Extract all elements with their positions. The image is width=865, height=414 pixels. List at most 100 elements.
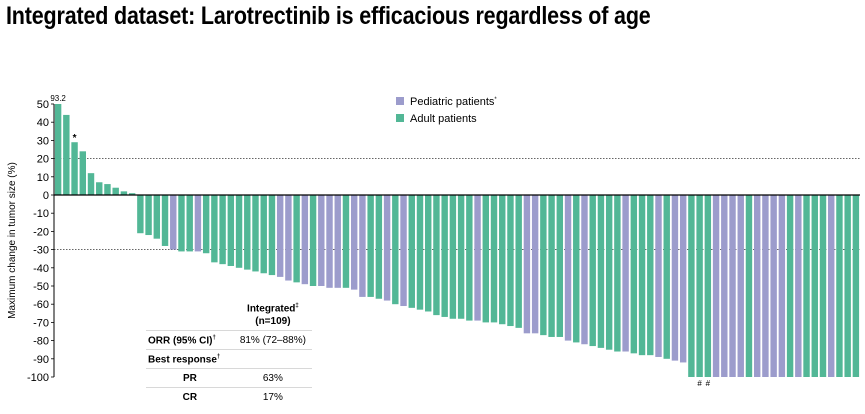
bar-59: [540, 195, 547, 336]
bar-55: [507, 195, 514, 327]
bar-6: [104, 184, 111, 195]
bar-11: [145, 195, 152, 236]
y-tick-label: -70: [33, 317, 49, 329]
y-tick-label: -90: [33, 354, 49, 366]
legend-swatch-1: [396, 114, 404, 122]
y-tick-label: -30: [33, 245, 49, 257]
bar-15: [178, 195, 185, 252]
bar-64: [581, 195, 588, 345]
orr-value: 81% (72–88%): [233, 330, 312, 350]
y-tick-label: 50: [37, 99, 49, 111]
bar-annotation: 93.2: [50, 94, 66, 103]
bar-5: [96, 182, 103, 195]
bar-69: [622, 195, 629, 352]
table-row-orr: ORR (95% CI)† 81% (72–88%): [146, 330, 312, 350]
y-tick-label: -60: [33, 299, 49, 311]
y-tick-label: -80: [33, 336, 49, 348]
y-tick-label: 40: [37, 117, 49, 129]
bar-76: [679, 195, 687, 363]
bar-40: [383, 195, 391, 301]
bar-79: [704, 195, 712, 377]
bar-1: [63, 114, 70, 195]
table-header: Integrated‡ (n=109): [234, 298, 312, 331]
table-row-pr: PR 63%: [146, 368, 312, 388]
y-tick-label: 30: [37, 135, 49, 147]
bar-24: [252, 195, 259, 272]
bar-annotation: #: [697, 379, 702, 388]
bar-70: [630, 195, 638, 354]
bar-13: [161, 195, 169, 246]
response-table: Integrated‡ (n=109) ORR (95% CI)† 81% (7…: [146, 298, 312, 407]
bar-46: [433, 195, 440, 316]
best-response-sup: †: [216, 353, 221, 360]
y-axis-label: Maximum change in tumor size (%): [7, 162, 18, 319]
bar-86: [762, 195, 769, 377]
bar-52: [482, 195, 489, 323]
bar-82: [729, 195, 736, 377]
bar-26: [268, 195, 276, 276]
bar-80: [712, 195, 720, 377]
bar-53: [490, 195, 498, 323]
bar-92: [811, 195, 818, 377]
bar-annotation: *: [73, 133, 77, 144]
bar-45: [425, 195, 432, 312]
bar-42: [400, 195, 407, 307]
cr-value: 17%: [233, 387, 312, 407]
bar-77: [688, 195, 695, 377]
orr-label: ORR (95% CI): [148, 334, 213, 346]
bar-48: [449, 195, 457, 319]
bar-33: [326, 195, 333, 288]
bar-2: [71, 142, 78, 195]
table-row-cr: CR 17%: [146, 387, 312, 407]
bar-66: [597, 195, 605, 348]
bar-84: [745, 195, 753, 377]
table-header-n: (n=109): [255, 316, 291, 328]
bar-44: [416, 195, 424, 310]
bar-88: [778, 195, 786, 377]
table-row-best-response: Best response†: [146, 349, 312, 369]
bar-62: [564, 195, 572, 341]
legend-label-0: Pediatric patients*: [410, 96, 497, 108]
pr-value: 63%: [233, 368, 312, 388]
bar-37: [359, 195, 366, 297]
bar-21: [227, 195, 235, 266]
bar-41: [392, 195, 399, 305]
bar-10: [137, 195, 144, 234]
bar-60: [548, 195, 555, 337]
y-tick-label: -100: [27, 372, 49, 384]
legend-swatch-0: [396, 97, 404, 105]
bar-83: [737, 195, 744, 377]
bar-54: [499, 195, 506, 325]
bar-39: [375, 195, 383, 299]
bar-57: [523, 195, 531, 334]
bar-61: [556, 195, 564, 337]
orr-sup: †: [212, 334, 216, 341]
bar-annotation: #: [706, 379, 711, 388]
bar-87: [770, 195, 777, 377]
best-response-value: [233, 349, 312, 369]
bar-28: [285, 195, 292, 281]
bar-38: [367, 195, 374, 297]
bar-22: [235, 195, 243, 268]
bar-12: [153, 195, 161, 239]
bar-49: [457, 195, 465, 319]
page-title: Integrated dataset: Larotrectinib is eff…: [6, 2, 651, 30]
bar-31: [309, 195, 317, 286]
bar-47: [441, 195, 448, 317]
best-response-label: Best response: [148, 353, 217, 365]
y-tick-label: -40: [33, 263, 49, 275]
pr-label: PR: [146, 368, 234, 388]
bar-34: [334, 195, 341, 288]
bar-85: [753, 195, 761, 377]
bar-25: [260, 195, 267, 274]
y-tick-label: -10: [33, 208, 49, 220]
bar-97: [852, 195, 860, 377]
y-tick-label: 0: [43, 190, 49, 202]
bar-50: [466, 195, 473, 321]
bar-43: [408, 195, 415, 308]
bar-72: [647, 195, 654, 356]
bar-17: [194, 195, 202, 252]
bar-71: [638, 195, 646, 356]
bar-78: [696, 195, 703, 377]
bar-14: [170, 195, 177, 250]
